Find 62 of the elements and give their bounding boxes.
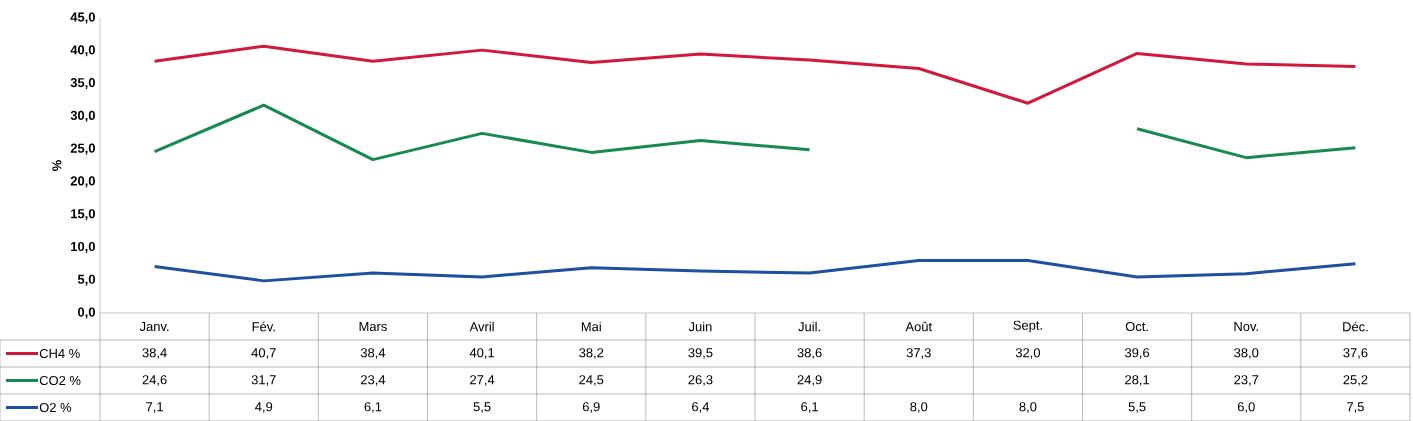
line-series: [153, 259, 1357, 283]
data-label: 26,3: [688, 375, 713, 386]
data-label: 4,9: [255, 402, 273, 413]
data-label: 37,3: [906, 348, 931, 359]
data-label: 5,5: [1128, 402, 1146, 413]
x-tick-label: Sept.: [1013, 320, 1042, 333]
data-label: 25,2: [1343, 375, 1368, 386]
x-tick-label: Avril: [469, 321, 494, 332]
data-label: 5,5: [473, 402, 491, 413]
data-label: 24,6: [142, 375, 167, 386]
data-label: 24,5: [579, 375, 604, 386]
x-tick-label: Oct.: [1125, 321, 1148, 332]
y-tick-label: 0,0: [78, 307, 95, 319]
data-label: 23,7: [1234, 375, 1259, 386]
y-tick-label: 20,0: [70, 176, 95, 188]
data-label: 6,4: [692, 402, 710, 413]
data-label: 40,7: [251, 348, 276, 359]
y-axis-title: %: [52, 160, 62, 171]
x-tick-label: Nov.: [1234, 321, 1258, 332]
data-label: 6,1: [801, 402, 818, 413]
legend-label: CO2 %: [39, 375, 81, 386]
data-label: 38,4: [360, 348, 386, 359]
legend-label: O2 %: [39, 402, 72, 413]
data-label: 28,1: [1125, 375, 1150, 386]
data-label: 24,9: [797, 375, 822, 386]
y-tick-label: 45,0: [70, 12, 95, 24]
x-tick-label: Juin: [688, 321, 712, 332]
y-tick-label: 10,0: [71, 241, 95, 253]
data-label: 8,0: [910, 402, 928, 413]
x-tick-label: Mai: [581, 321, 601, 332]
x-tick-label: Déc.: [1343, 321, 1368, 332]
data-label: 39,5: [688, 348, 713, 359]
data-label: 37,6: [1343, 348, 1368, 359]
x-tick-label: Janv.: [139, 321, 169, 332]
x-tick-label: Juil.: [798, 321, 820, 332]
data-label: 27,4: [470, 375, 495, 386]
data-label: 7,5: [1347, 402, 1364, 413]
x-tick-label: Août: [905, 321, 932, 332]
y-tick-label: 25,0: [70, 143, 95, 155]
data-label: 8,0: [1019, 402, 1037, 413]
data-label: 40,1: [469, 348, 495, 359]
y-tick-label: 30,0: [70, 110, 95, 122]
legend-label: CH4 %: [39, 348, 80, 359]
data-label: 38,4: [142, 348, 167, 359]
x-tick-label: Fév.: [252, 321, 275, 332]
y-tick-label: 15,0: [71, 209, 95, 221]
data-label: 6,1: [364, 402, 382, 413]
data-label: 39,6: [1124, 348, 1150, 359]
data-label: 32,0: [1015, 348, 1041, 359]
y-tick-label: 40,0: [70, 45, 95, 57]
data-label: 38,2: [579, 348, 604, 359]
data-label: 6,9: [582, 402, 600, 413]
y-tick-label: 35,0: [70, 78, 95, 90]
data-label: 6,0: [1237, 402, 1255, 413]
line-series: [153, 44, 1357, 105]
data-label: 38,0: [1234, 348, 1259, 359]
data-label: 7,1: [146, 402, 163, 413]
y-tick-label: 5,0: [77, 274, 95, 286]
data-label: 23,4: [360, 375, 386, 386]
data-label: 31,7: [251, 375, 276, 386]
x-tick-label: Mars: [359, 321, 387, 332]
data-label: 38,6: [797, 348, 822, 359]
